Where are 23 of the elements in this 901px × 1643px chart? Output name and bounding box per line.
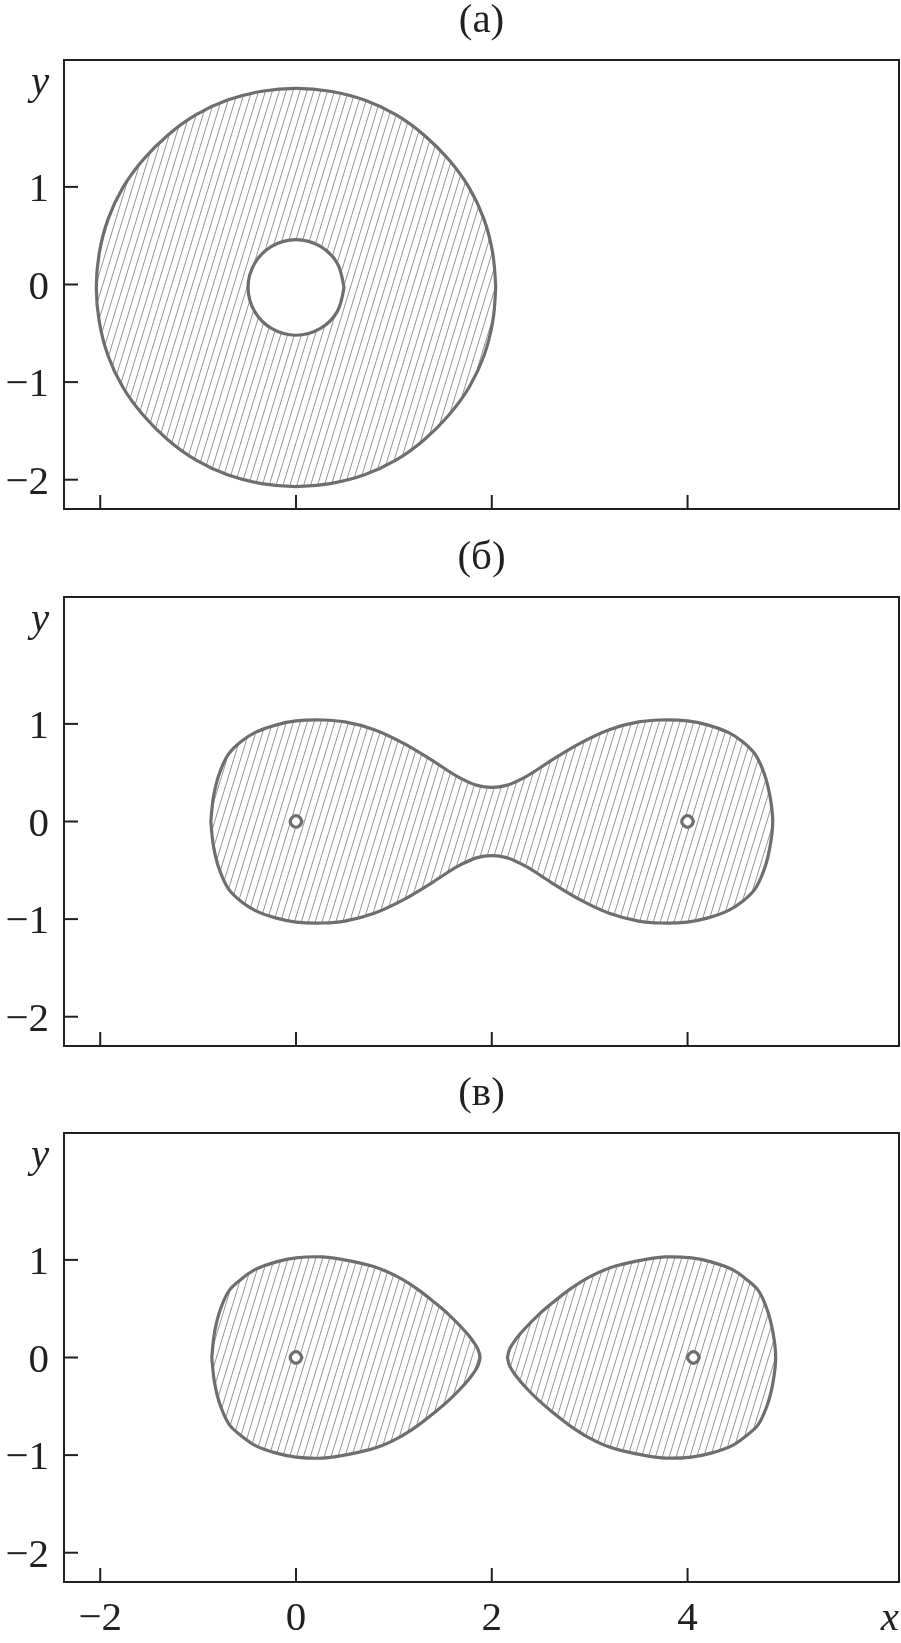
y-axis-title: y [26, 594, 50, 640]
y-tick-label: −1 [5, 1432, 49, 1479]
y-axis-title: y [26, 1130, 50, 1176]
x-tick-label: −2 [78, 1593, 123, 1639]
y-tick-label: −2 [5, 1530, 49, 1577]
y-tick-label: 0 [28, 261, 49, 308]
y-tick-label: 1 [28, 1237, 49, 1284]
chart-title: (в) [458, 1068, 505, 1114]
y-tick-label: 0 [28, 798, 49, 845]
x-tick-label: 2 [481, 1593, 503, 1639]
y-tick-label: 0 [28, 1334, 49, 1381]
x-tick-label: 4 [677, 1593, 698, 1639]
y-axis-title: y [26, 57, 50, 103]
y-tick-label: 1 [28, 164, 49, 211]
y-tick-label: −2 [5, 994, 49, 1041]
y-tick-label: −1 [5, 896, 49, 943]
chart-title: (а) [458, 0, 505, 41]
y-tick-label: 1 [28, 701, 49, 748]
x-tick-label: 0 [285, 1593, 307, 1639]
y-tick-label: −2 [5, 457, 49, 504]
x-axis-title: x [879, 1593, 899, 1639]
chart-title: (б) [457, 532, 506, 578]
y-tick-label: −1 [5, 359, 49, 406]
